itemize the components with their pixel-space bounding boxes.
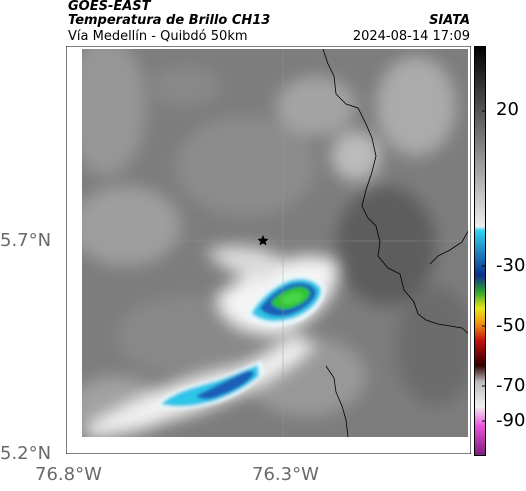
lat-label-5-7n: 5.7°N [0, 230, 52, 251]
timestamp-label: 2024-08-14 17:09 [352, 29, 470, 44]
temperature-colorbar [474, 46, 486, 456]
route-subtitle: Vía Medellín - Quibdó 50km [68, 29, 248, 44]
lon-label-76-3w: 76.3°W [252, 464, 319, 485]
colorbar-tick-minus70: -70 [496, 375, 526, 396]
lon-label-76-8w: 76.8°W [35, 464, 102, 485]
lat-label-5-2n: 5.2°N [0, 443, 52, 464]
satellite-title: GOES-EAST [68, 0, 151, 14]
product-title: Temperatura de Brillo CH13 [68, 13, 271, 28]
boundary-line [322, 49, 468, 334]
boundary-line-south [325, 365, 349, 437]
satellite-map [66, 46, 471, 454]
boundary-line-east [429, 230, 468, 265]
colorbar-tick-minus90: -90 [496, 410, 526, 431]
colorbar-tick-minus50: -50 [496, 315, 526, 336]
colorbar-tick-20: 20 [496, 99, 519, 120]
agency-label: SIATA [429, 13, 470, 28]
star-icon [257, 235, 269, 246]
colorbar-tick-minus30: -30 [496, 255, 526, 276]
